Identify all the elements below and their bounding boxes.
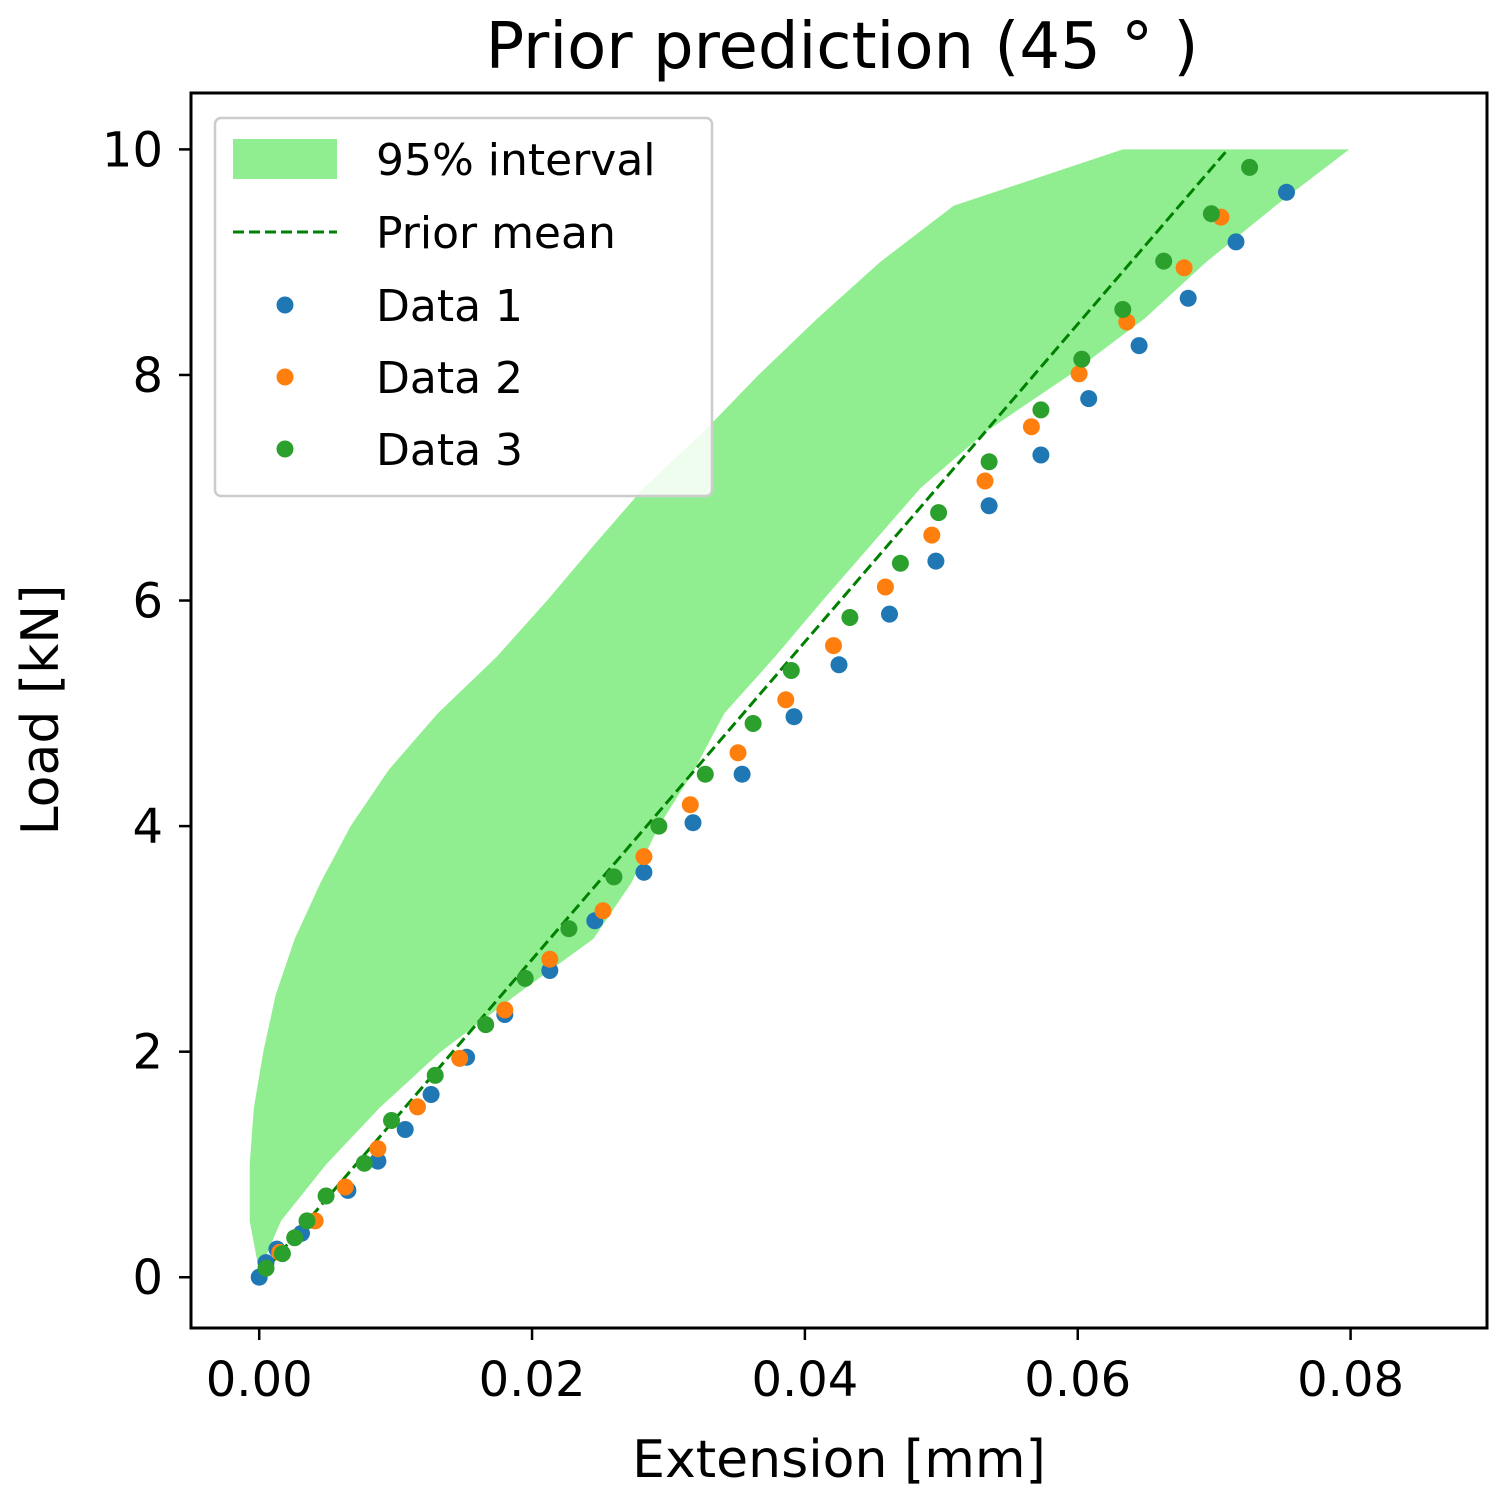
data-1-point bbox=[1130, 337, 1148, 355]
data-1-point bbox=[1278, 183, 1295, 201]
y-tick-label: 2 bbox=[132, 1025, 163, 1081]
data-1-point bbox=[1032, 446, 1050, 464]
legend-swatch-data-2 bbox=[276, 368, 294, 386]
data-3-point bbox=[930, 504, 948, 522]
plot-area bbox=[249, 148, 1350, 1286]
data-3-point bbox=[286, 1229, 304, 1247]
data-3-point bbox=[257, 1259, 275, 1277]
data-3-point bbox=[841, 609, 859, 626]
y-tick-label: 6 bbox=[132, 574, 163, 630]
data-3-point bbox=[273, 1245, 291, 1263]
data-3-point bbox=[383, 1112, 400, 1129]
data-3-point bbox=[744, 715, 762, 732]
data-2-point bbox=[336, 1178, 354, 1196]
data-2-point bbox=[1022, 418, 1040, 436]
data-2-point bbox=[1070, 365, 1088, 383]
data-3-point bbox=[650, 817, 668, 835]
y-tick-label: 8 bbox=[132, 348, 163, 404]
legend-label: Prior mean bbox=[376, 208, 616, 259]
data-1-point bbox=[396, 1121, 414, 1138]
axes: 0.00 0.02 0.04 0.06 0.08 0 2 4 6 8 10 bbox=[102, 91, 1489, 1408]
y-axis-label: Load [kN] bbox=[11, 585, 71, 836]
data-2-point bbox=[1175, 259, 1193, 277]
data-1-point bbox=[369, 1152, 387, 1170]
data-1-point bbox=[1080, 390, 1098, 408]
chart-title: Prior prediction (45 ° ) bbox=[486, 10, 1199, 84]
data-2-point bbox=[777, 691, 795, 709]
legend-swatch-interval bbox=[233, 139, 337, 179]
data-1-point bbox=[1179, 289, 1197, 307]
legend-label: 95% interval bbox=[376, 135, 656, 186]
data-3-point bbox=[426, 1066, 444, 1084]
data-2-point bbox=[976, 472, 994, 490]
data-3-point bbox=[516, 969, 534, 987]
legend-swatch-data-1 bbox=[276, 296, 294, 314]
y-tick-label: 4 bbox=[132, 799, 163, 855]
data-3-point bbox=[560, 920, 578, 938]
data-3-point bbox=[1114, 301, 1132, 318]
data-3-point bbox=[605, 868, 623, 886]
data-2-point bbox=[729, 744, 747, 762]
legend-label: Data 3 bbox=[376, 425, 523, 476]
data-1-point bbox=[980, 497, 998, 515]
data-1-point bbox=[733, 765, 751, 783]
data-1-point bbox=[635, 863, 653, 881]
data-2-point bbox=[496, 1001, 514, 1019]
data-1-point bbox=[684, 814, 702, 832]
data-3-point bbox=[298, 1212, 316, 1230]
data-1-point bbox=[1227, 233, 1245, 251]
data-3-point bbox=[696, 765, 714, 783]
data-2-point bbox=[635, 848, 653, 866]
x-tick-label: 0.02 bbox=[479, 1352, 586, 1408]
data-2-point bbox=[825, 637, 842, 655]
data-3-point bbox=[477, 1016, 495, 1034]
legend-swatch-data-3 bbox=[276, 440, 294, 458]
data-3-point bbox=[1241, 158, 1259, 176]
data-1-point bbox=[785, 708, 803, 726]
data-1-point bbox=[881, 605, 898, 623]
data-3-point bbox=[1155, 252, 1173, 270]
y-tick-label: 10 bbox=[102, 122, 163, 178]
data-1-point bbox=[927, 552, 945, 570]
data-2-point bbox=[681, 796, 699, 814]
axes-frame bbox=[189, 91, 1489, 1330]
interval-band bbox=[249, 149, 1350, 1272]
data-2-point bbox=[876, 578, 894, 596]
data-3-point bbox=[1202, 205, 1220, 223]
legend: 95% interval Prior mean Data 1 Data 2 Data 3 bbox=[213, 116, 714, 498]
data-2-point bbox=[923, 526, 941, 544]
x-axis-label: Extension [mm] bbox=[632, 1430, 1046, 1490]
data-1-point bbox=[830, 656, 848, 674]
prior-mean-line bbox=[258, 148, 1229, 1279]
data-2-point bbox=[409, 1098, 426, 1116]
data-3-point bbox=[1073, 350, 1091, 368]
data-2-point bbox=[369, 1140, 387, 1158]
x-tick-label: 0.04 bbox=[751, 1352, 858, 1408]
data-2-point bbox=[541, 950, 559, 968]
data-2-point bbox=[594, 902, 612, 920]
data-3-point bbox=[782, 662, 800, 679]
data-3-point bbox=[891, 554, 909, 572]
x-tick-label: 0.06 bbox=[1024, 1352, 1131, 1408]
x-tick-label: 0.00 bbox=[206, 1352, 313, 1408]
data-3-point bbox=[355, 1154, 373, 1172]
legend-box bbox=[213, 116, 714, 498]
data-3-point bbox=[317, 1187, 335, 1205]
data-2-point bbox=[451, 1049, 469, 1067]
data-3-point bbox=[980, 453, 998, 471]
data-1-point bbox=[422, 1086, 440, 1103]
legend-label: Data 2 bbox=[376, 353, 523, 404]
legend-label: Data 1 bbox=[376, 281, 523, 332]
data-3-point bbox=[1032, 401, 1050, 419]
y-tick-label: 0 bbox=[132, 1250, 163, 1306]
x-tick-label: 0.08 bbox=[1297, 1352, 1404, 1408]
